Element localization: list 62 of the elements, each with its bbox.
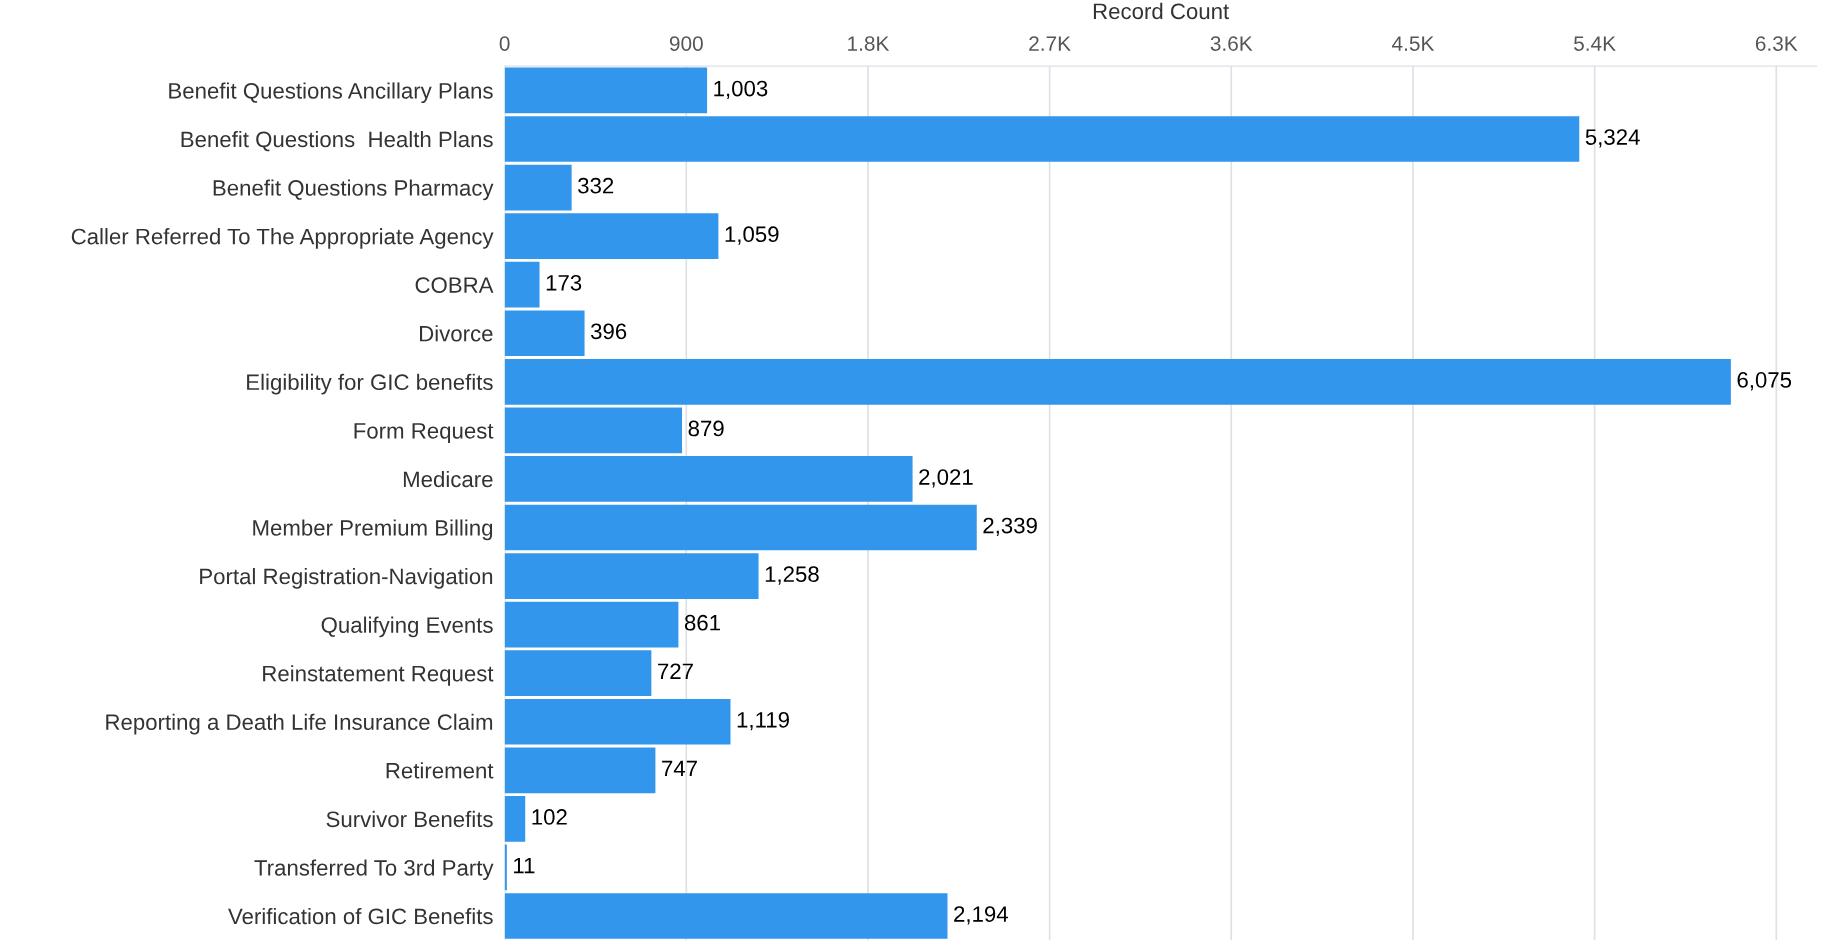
x-tick-label: 5.4K	[1574, 36, 1616, 51]
y-tick-label: Benefit Questions Ancillary Plans	[169, 82, 493, 104]
x-axis-title: Record Count	[1093, 2, 1230, 20]
y-tick-label: Transferred To 3rd Party	[254, 859, 494, 881]
data-label: 727	[658, 663, 693, 679]
y-tick-label: Survivor Benefits	[326, 810, 493, 828]
bar	[504, 164, 572, 211]
data-label: 1,258	[765, 566, 819, 585]
data-label: 879	[688, 420, 724, 437]
bar	[504, 67, 708, 114]
x-tick-label: 3.6K	[1210, 36, 1253, 51]
bar	[504, 553, 759, 599]
y-tick-label: Reinstatement Request	[263, 665, 494, 686]
bar	[504, 358, 1731, 405]
x-tick-label: 0	[499, 36, 510, 51]
y-tick-label: Medicare	[403, 470, 493, 488]
data-label: 2,021	[919, 469, 973, 488]
bar	[504, 310, 585, 357]
bar	[504, 650, 652, 697]
y-tick-label: Benefit Questions Pharmacy	[213, 179, 494, 201]
y-tick-label: Member Premium Billing	[253, 519, 493, 541]
data-label: 1,119	[737, 711, 789, 731]
data-label: 6,075	[1737, 372, 1792, 391]
bar	[504, 601, 679, 648]
y-tick-label: Form Request	[354, 423, 494, 444]
data-label: 173	[546, 274, 582, 291]
bar	[504, 407, 683, 454]
data-label: 2,339	[983, 517, 1037, 537]
bar	[504, 456, 913, 502]
x-tick-label: 6.3K	[1755, 36, 1798, 51]
x-tick-label: 4.5K	[1392, 36, 1435, 51]
y-tick-label: COBRA	[415, 277, 494, 293]
data-label: 5,324	[1585, 129, 1640, 148]
bar	[504, 261, 540, 308]
y-tick-label: Benefit Questions Health Plans	[181, 130, 493, 152]
y-tick-label: Portal Registration-Navigation	[200, 568, 493, 589]
data-label: 102	[532, 809, 567, 825]
data-label: 1,003	[714, 80, 768, 100]
y-tick-label: Reporting a Death Life Insurance Claim	[106, 713, 493, 735]
bar	[504, 504, 977, 551]
x-tick-label: 900	[669, 36, 703, 51]
y-tick-label: Caller Referred To The Appropriate Agency	[71, 228, 494, 249]
y-tick-label: Eligibility for GIC benefits	[247, 373, 493, 395]
bar	[504, 698, 731, 745]
data-label: 332	[578, 177, 614, 194]
data-label: 11	[514, 857, 535, 874]
bar	[504, 893, 948, 939]
bar	[504, 213, 719, 259]
data-label: 747	[662, 760, 697, 777]
bar	[504, 796, 526, 842]
y-tick-label: Qualifying Events	[321, 616, 493, 638]
y-tick-label: Retirement	[386, 762, 494, 779]
y-tick-label: Divorce	[420, 325, 493, 342]
data-label: 1,059	[725, 226, 779, 245]
bar	[504, 747, 656, 794]
data-label: 861	[684, 614, 720, 631]
x-tick-label: 1.8K	[848, 36, 890, 51]
y-tick-label: Verification of GIC Benefits	[228, 907, 493, 925]
data-label: 396	[590, 323, 627, 340]
x-tick-label: 2.7K	[1029, 36, 1071, 51]
data-label: 2,194	[954, 906, 1008, 925]
bar	[504, 116, 1580, 162]
